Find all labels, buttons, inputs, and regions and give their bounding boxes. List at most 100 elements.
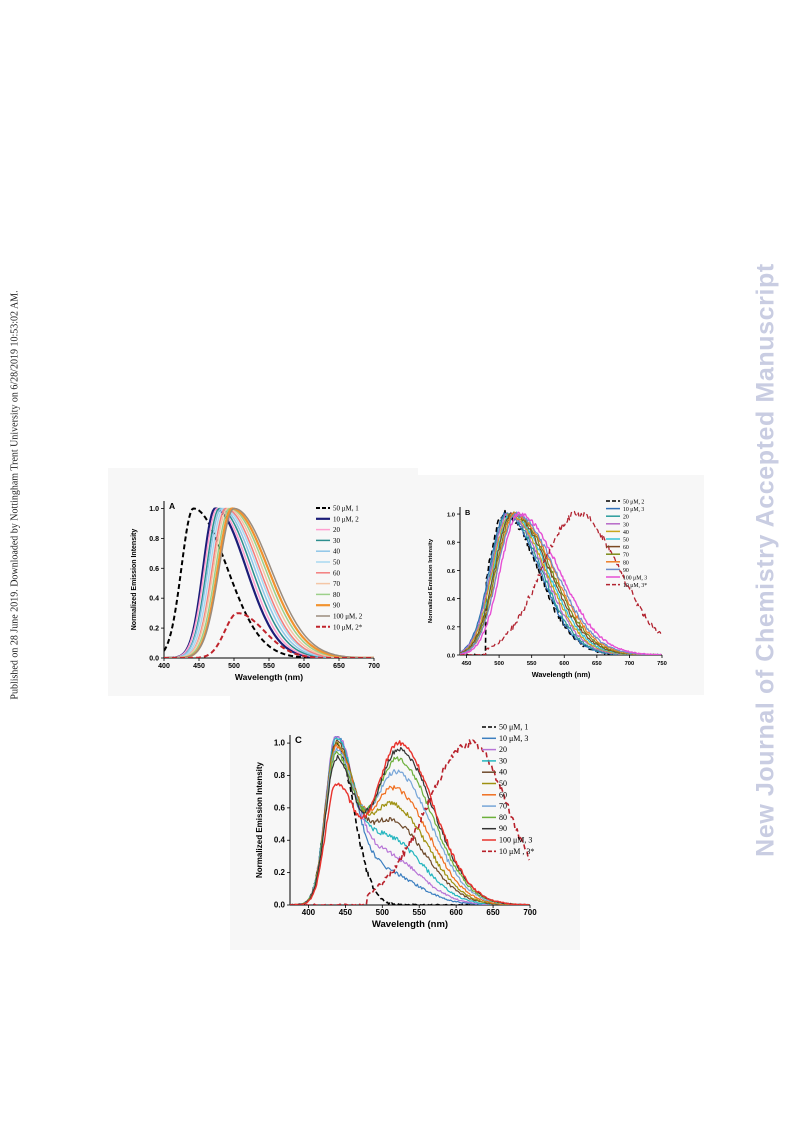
panel-letter: C xyxy=(295,735,302,746)
y-tick-label: 0.2 xyxy=(447,625,455,631)
legend-label: 70 xyxy=(333,580,341,588)
x-tick-label: 400 xyxy=(302,908,316,917)
y-tick-label: 0.2 xyxy=(149,626,159,633)
y-tick-label: 0.6 xyxy=(149,566,159,573)
legend-label: 90 xyxy=(499,824,507,833)
x-tick-label: 600 xyxy=(449,908,463,917)
x-tick-label: 550 xyxy=(527,661,537,667)
series-line xyxy=(164,507,374,658)
legend-label: 90 xyxy=(333,602,341,610)
series-line xyxy=(460,511,662,655)
x-tick-label: 600 xyxy=(298,663,310,670)
legend-label: 50 μM, 1 xyxy=(499,723,528,732)
y-axis-label: Normalized Emission Intensity xyxy=(428,538,434,623)
legend-label: 10 μM, 3* xyxy=(623,583,647,589)
figure-panel-c: 400 450 500 550 600 650 700 0.0 0.2 0.4 0.6 0.8 1.0 W… xyxy=(230,695,580,950)
y-tick-label: 0.8 xyxy=(149,536,159,543)
legend-label: 50 μM, 2 xyxy=(623,500,644,506)
emission-chart-a: 400 450 500 550 600 650 700 0.0 0.2 0.4 0.6 0.8 1.0 W… xyxy=(108,468,418,696)
legend-label: 100 μM, 3 xyxy=(623,576,647,582)
legend-label: 80 xyxy=(333,591,341,599)
legend-label: 10 μM, 3 xyxy=(623,507,644,513)
series-line xyxy=(164,612,374,658)
y-tick-label: 0.4 xyxy=(447,597,456,603)
figure-panel-b: 450 500 550 600 650 700 750 0.0 0.2 0.4 0.6 0.8 1.0 W… xyxy=(416,475,704,695)
y-tick-label: 0.4 xyxy=(149,596,159,603)
plot-area xyxy=(164,507,374,658)
legend-label: 50 xyxy=(623,538,629,544)
journal-watermark: New Journal of Chemistry Accepted Manusc… xyxy=(751,263,780,857)
x-tick-label: 500 xyxy=(494,661,504,667)
y-axis-label: Normalized Emission Intensity xyxy=(131,529,138,631)
x-tick-label: 650 xyxy=(333,663,345,670)
x-tick-label: 500 xyxy=(228,663,240,670)
x-tick-label: 700 xyxy=(523,908,537,917)
x-tick-label: 500 xyxy=(376,908,390,917)
legend-label: 10 μM, 2* xyxy=(333,623,363,631)
legend-label: 50 xyxy=(499,779,507,788)
legend-label: 10 μM, 3 xyxy=(499,734,528,743)
x-tick-label: 650 xyxy=(592,661,602,667)
y-tick-label: 0.0 xyxy=(149,656,159,663)
y-tick-label: 0.6 xyxy=(274,803,286,812)
legend-label: 80 xyxy=(623,560,629,566)
emission-chart-c: 400 450 500 550 600 650 700 0.0 0.2 0.4 0.6 0.8 1.0 W… xyxy=(230,695,580,950)
y-tick-label: 0.6 xyxy=(447,569,456,575)
y-tick-label: 0.0 xyxy=(274,901,286,910)
legend-label: 20 xyxy=(499,745,507,754)
x-tick-label: 550 xyxy=(413,908,427,917)
legend-label: 60 xyxy=(333,569,341,577)
x-tick-label: 450 xyxy=(462,661,472,667)
emission-chart-b: 450 500 550 600 650 700 750 0.0 0.2 0.4 0.6 0.8 1.0 W… xyxy=(416,475,704,695)
x-axis-label: Wavelength (nm) xyxy=(532,670,591,679)
x-tick-label: 400 xyxy=(158,663,170,670)
series-line xyxy=(460,511,662,655)
y-tick-label: 1.0 xyxy=(149,506,159,513)
legend-label: 30 xyxy=(499,756,507,765)
legend-label: 50 xyxy=(333,559,341,567)
y-tick-label: 1.0 xyxy=(447,513,455,519)
y-tick-label: 0.8 xyxy=(274,771,286,780)
legend-label: 20 xyxy=(623,515,629,521)
series-line xyxy=(164,507,374,658)
y-tick-label: 0.4 xyxy=(274,836,286,845)
panel-background xyxy=(230,695,580,950)
legend-label: 100 μM, 3 xyxy=(499,836,532,845)
panel-letter: A xyxy=(169,501,175,511)
legend-label: 50 μM, 1 xyxy=(333,505,359,513)
series-line xyxy=(290,740,530,905)
x-tick-label: 450 xyxy=(193,663,205,670)
x-tick-label: 700 xyxy=(625,661,635,667)
legend-label: 70 xyxy=(623,553,629,559)
legend-label: 60 xyxy=(623,545,629,551)
x-tick-label: 750 xyxy=(657,661,667,667)
legend-label: 40 xyxy=(623,530,629,536)
series-line xyxy=(460,510,662,655)
plot-area xyxy=(460,509,662,655)
series-line xyxy=(290,747,530,905)
x-axis-label: Wavelength (nm) xyxy=(235,672,303,682)
y-tick-label: 0.2 xyxy=(274,868,286,877)
legend-label: 80 xyxy=(499,813,507,822)
x-tick-label: 450 xyxy=(339,908,353,917)
x-tick-label: 650 xyxy=(486,908,500,917)
legend-label: 30 xyxy=(333,537,341,545)
figure-panel-a: 400 450 500 550 600 650 700 0.0 0.2 0.4 0.6 0.8 1.0 W… xyxy=(108,468,418,696)
x-tick-label: 700 xyxy=(368,663,380,670)
legend-label: 20 xyxy=(333,526,341,534)
legend-label: 70 xyxy=(499,802,507,811)
legend-label: 60 xyxy=(499,790,507,799)
x-tick-label: 600 xyxy=(559,661,569,667)
legend-label: 10 μM, 2 xyxy=(333,515,359,523)
y-tick-label: 0.8 xyxy=(447,541,456,547)
x-axis-label: Wavelength (nm) xyxy=(372,919,448,930)
legend-label: 10 μM , 3* xyxy=(499,847,534,856)
x-tick-label: 550 xyxy=(263,663,275,670)
legend-label: 40 xyxy=(499,768,507,777)
plot-area xyxy=(290,736,530,905)
legend-label: 30 xyxy=(623,522,629,528)
y-axis-label: Normalized Emission Intensity xyxy=(255,761,264,878)
legend-label: 100 μM, 2 xyxy=(333,613,363,621)
legend-label: 90 xyxy=(623,568,629,574)
series-line xyxy=(164,507,374,658)
